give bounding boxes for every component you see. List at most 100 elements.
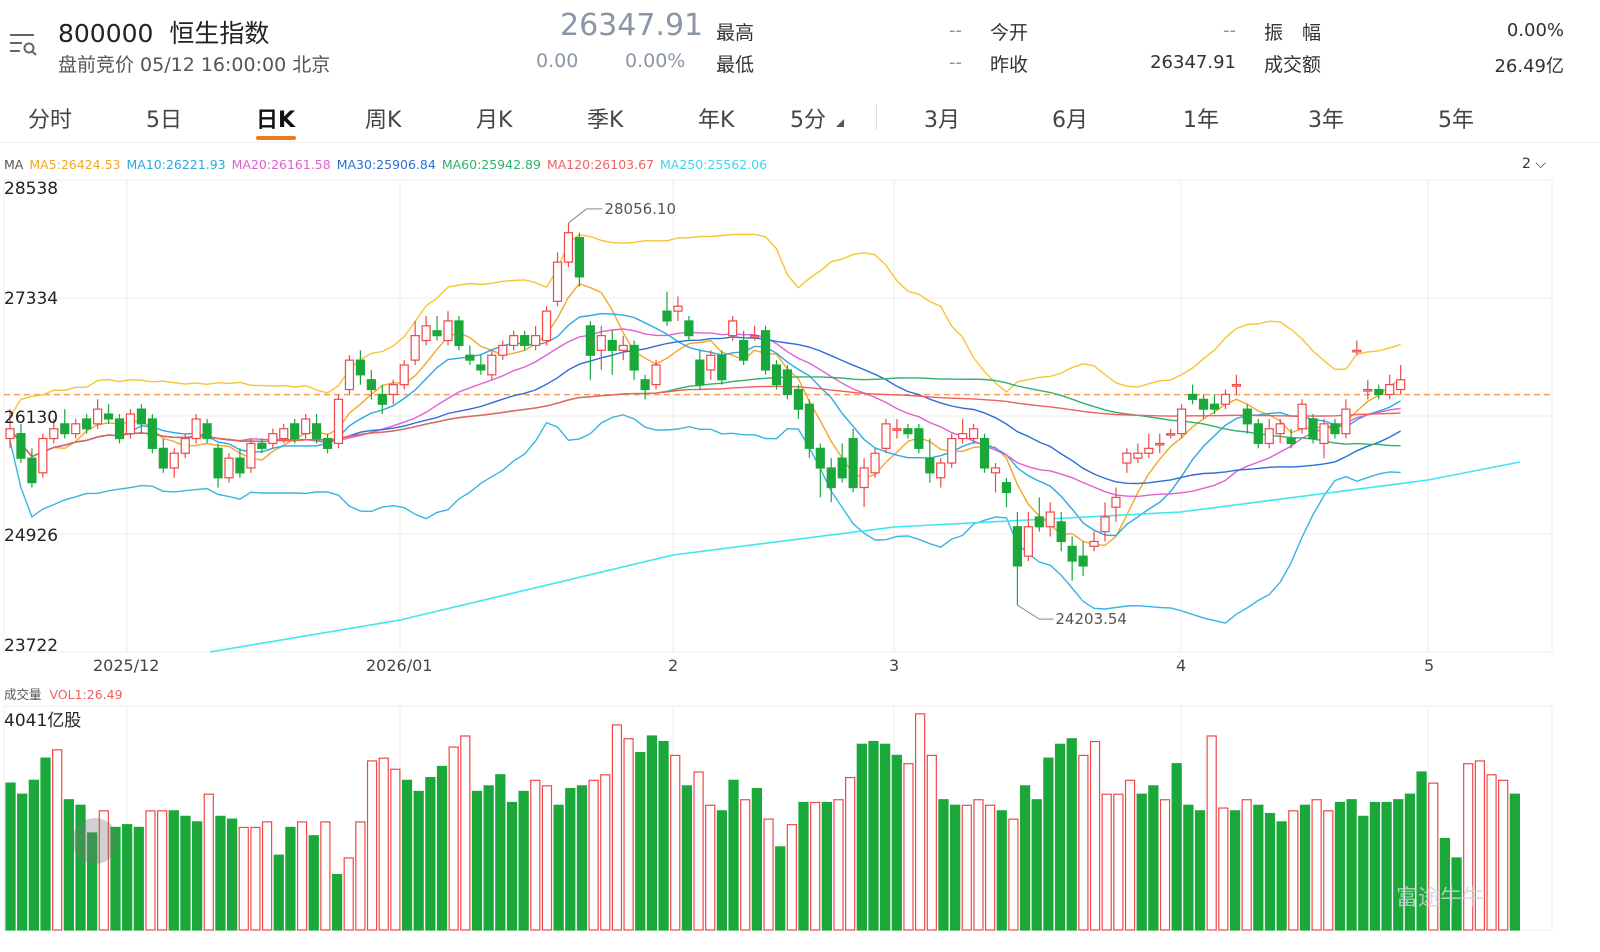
volume-bar: [1136, 793, 1147, 931]
volume-bar: [1323, 810, 1334, 931]
candle-body: [1231, 384, 1242, 387]
candle-body: [432, 330, 442, 337]
candle-body: [169, 452, 179, 469]
tab-daily-k[interactable]: 日K: [256, 108, 296, 133]
stat-low-value: --: [949, 52, 962, 73]
candle-body: [793, 388, 804, 410]
x-tick-label: 4: [1176, 656, 1187, 675]
x-tick-label: 2026/01: [366, 656, 433, 675]
stat-turnover-value: 26.49亿: [1494, 56, 1564, 77]
tab-1-year[interactable]: 1年: [1183, 108, 1219, 133]
candle-body: [520, 335, 530, 347]
x-tick-label: 3: [889, 656, 900, 675]
last-price: 26347.91: [560, 8, 704, 43]
candle-body: [804, 403, 814, 449]
candle-body: [1253, 423, 1263, 445]
volume-bar: [973, 799, 984, 931]
candle-body: [574, 237, 585, 278]
tab-5-years[interactable]: 5年: [1438, 108, 1474, 133]
volume-bar: [483, 785, 494, 931]
tab-yearly-k[interactable]: 年K: [698, 108, 735, 133]
tab-5day[interactable]: 5日: [146, 108, 182, 133]
candle-body: [1198, 398, 1209, 410]
volume-bar: [635, 752, 646, 931]
candle-body: [1023, 526, 1033, 557]
tab-weekly-k[interactable]: 周K: [365, 108, 402, 133]
volume-bar: [63, 799, 74, 931]
candle-body: [114, 418, 125, 440]
volume-bar: [366, 760, 378, 931]
indicator-period-value: 2: [1522, 156, 1531, 172]
ma-legend[interactable]: MA MA5:26424.53 MA10:26221.93 MA20:26161.58…: [4, 157, 773, 172]
ma10-line: [9, 312, 1401, 537]
ma-legend-item: MA10:26221.93: [126, 157, 226, 172]
candle-body: [1308, 418, 1318, 440]
tab-3-years[interactable]: 3年: [1308, 108, 1344, 133]
candle-body: [1056, 521, 1066, 543]
indicator-period-dropdown[interactable]: 2 ⌵: [1522, 156, 1546, 172]
volume-bar: [1206, 735, 1217, 931]
floating-crosshair-button[interactable]: [72, 818, 118, 864]
candle-body: [936, 462, 946, 479]
volume-bar: [1264, 812, 1276, 931]
candle-body: [596, 335, 606, 351]
volume-bar: [833, 799, 844, 931]
tab-monthly-k[interactable]: 月K: [476, 108, 513, 133]
candle-body: [1220, 393, 1231, 405]
volume-bar: [1124, 779, 1136, 931]
candle-body: [990, 467, 1001, 474]
candle-body: [27, 457, 37, 484]
candle-body: [1374, 388, 1384, 396]
volume-bar: [693, 771, 704, 931]
candle-body: [1275, 423, 1285, 435]
tab-3-months[interactable]: 3月: [924, 108, 960, 133]
volume-bar: [938, 799, 949, 931]
volume-bar: [1299, 804, 1311, 931]
volume-bar: [261, 821, 273, 931]
tab-intraday[interactable]: 分时: [28, 108, 73, 133]
status-line: 盘前竞价 05/12 16:00:00 北京: [58, 54, 331, 76]
candle-body: [640, 379, 650, 391]
volume-bar: [1463, 763, 1474, 931]
candle-body: [125, 413, 136, 435]
lower-band-line: [9, 414, 1401, 624]
volume-legend[interactable]: 成交量 VOL1:26.49: [4, 684, 123, 703]
volume-bar: [331, 873, 343, 931]
volume-bar: [98, 810, 109, 931]
candle-body: [728, 320, 738, 337]
candle-body: [158, 447, 168, 469]
volume-bar: [145, 810, 156, 931]
candle-body: [92, 408, 103, 425]
volume-bar: [914, 713, 926, 931]
volume-bar: [553, 804, 564, 931]
candle-body: [958, 433, 968, 440]
tab-6-months[interactable]: 6月: [1052, 108, 1088, 133]
volume-bar: [378, 757, 389, 931]
volume-bar: [273, 854, 284, 931]
candle-body: [202, 423, 212, 440]
candle-body: [618, 344, 628, 351]
volume-bar: [506, 801, 518, 931]
tab-quarterly-k[interactable]: 季K: [587, 108, 624, 133]
menu-search-icon[interactable]: [8, 30, 38, 60]
volume-bar: [1171, 763, 1182, 931]
volume-bar: [868, 740, 879, 931]
volume-bar: [903, 763, 914, 931]
volume-bar: [1194, 810, 1206, 931]
volume-bar: [1089, 740, 1101, 931]
candle-body: [443, 320, 453, 342]
volume-bar: [681, 785, 693, 931]
tab-5min[interactable]: 5分: [790, 102, 844, 134]
volume-bar: [1381, 801, 1392, 931]
candle-body: [585, 325, 595, 356]
volume-bar: [1346, 799, 1357, 931]
stat-amplitude-value: 0.00%: [1506, 20, 1564, 41]
candle-body: [60, 423, 70, 435]
candle-body: [1177, 408, 1187, 435]
x-tick-label: 5: [1424, 656, 1435, 675]
volume-bar: [157, 810, 168, 931]
y-tick-label: 23722: [4, 636, 59, 656]
volume-bar: [1101, 793, 1112, 931]
candle-body: [1297, 403, 1307, 430]
